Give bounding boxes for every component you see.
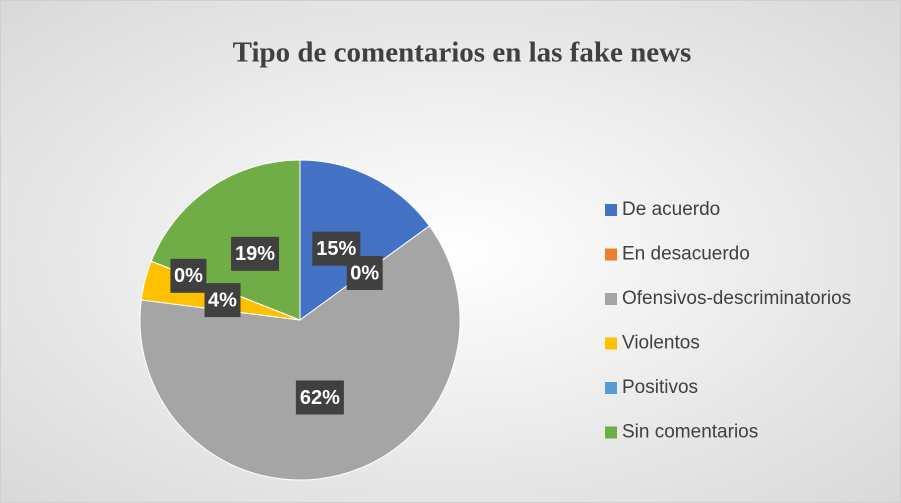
legend-swatch [605, 337, 617, 350]
legend-label: Sin comentarios [622, 422, 758, 443]
pie-slice [150, 159, 301, 321]
legend-label: De acuerdo [622, 199, 720, 220]
data-label: 0% [350, 262, 379, 284]
data-label: 19% [235, 243, 275, 265]
legend-swatch [605, 382, 617, 394]
data-label-box [346, 255, 383, 290]
data-label: 0% [174, 265, 203, 287]
legend-swatch [605, 426, 617, 439]
data-label: 15% [316, 238, 356, 260]
chart-title: Tipo de comentarios en las fake news [233, 37, 692, 69]
legend-label: En desacuerdo [622, 244, 750, 265]
data-label: 62% [300, 387, 340, 409]
legend-swatch [605, 248, 617, 261]
legend-label: Positivos [622, 377, 698, 398]
legend-label: Ofensivos-descriminatorios [622, 288, 851, 309]
pie-slice [299, 159, 431, 321]
data-label-box [231, 236, 280, 271]
legend-swatch [605, 204, 617, 216]
data-label-box [295, 380, 344, 415]
legend-label: Violentos [622, 333, 700, 354]
data-label: 4% [208, 289, 237, 311]
data-label-box [170, 258, 207, 293]
data-label-box [204, 283, 241, 318]
legend-swatch [605, 293, 617, 305]
